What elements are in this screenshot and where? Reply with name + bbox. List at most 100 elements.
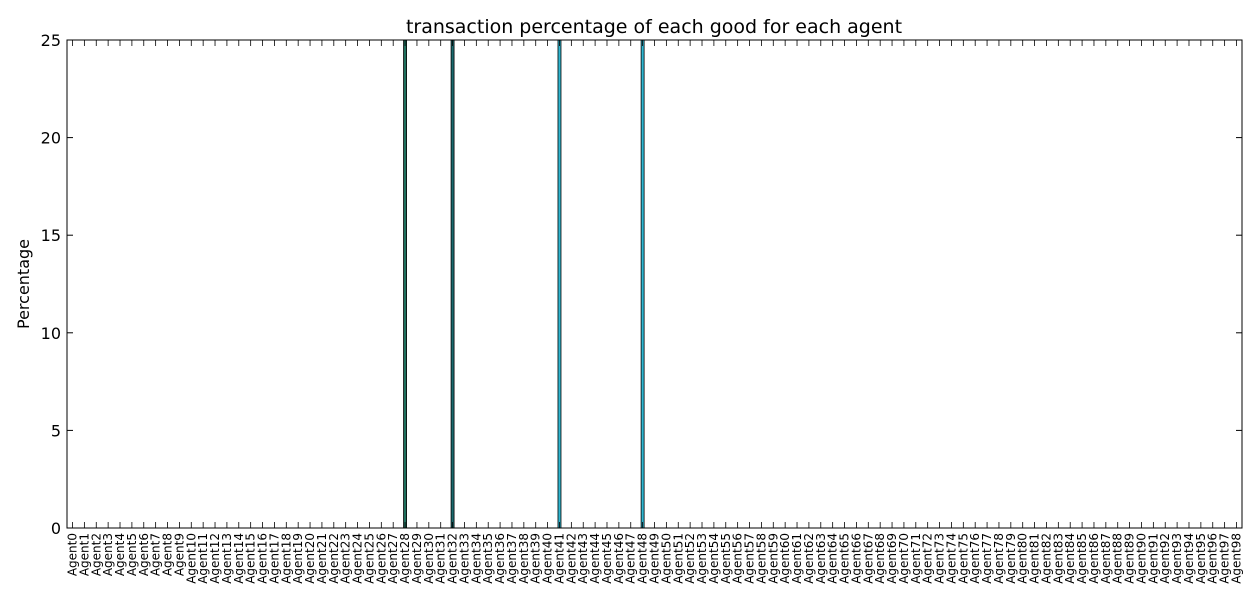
chart-title: transaction percentage of each good for … [406,16,902,38]
x-tick-label: Agent53 [695,533,709,584]
x-tick-label: Agent61 [790,533,804,584]
x-tick-label: Agent11 [196,533,210,584]
x-tick-label: Agent0 [66,533,80,576]
bar-agent48 [640,39,645,529]
x-tick-label: Agent38 [517,533,531,584]
x-tick-label: Agent47 [624,533,638,584]
x-tick-label: Agent91 [1146,533,1160,584]
y-tick-label: 5 [51,421,61,440]
x-tick-label: Agent18 [279,533,293,584]
x-tick-label: Agent29 [410,533,424,584]
x-tick-label: Agent79 [1004,533,1018,584]
x-tick-label: Agent46 [612,533,626,584]
x-tick-label: Agent1 [77,533,91,576]
x-tick-label: Agent62 [802,533,816,584]
x-tick-label: Agent27 [386,533,400,584]
x-tick-label: Agent41 [552,533,566,584]
x-tick-label: Agent31 [434,533,448,584]
x-tick-label: Agent9 [172,533,186,576]
x-tick-label: Agent15 [244,533,258,584]
x-tick-label: Agent83 [1051,533,1065,584]
x-tick-label: Agent2 [89,533,103,576]
x-tick-label: Agent92 [1158,533,1172,584]
x-tick-label: Agent66 [849,533,863,584]
x-tick-label: Agent30 [422,533,436,584]
x-tick-label: Agent4 [113,533,127,576]
x-tick-label: Agent28 [398,533,412,584]
x-tick-label: Agent69 [885,533,899,584]
x-tick-label: Agent67 [861,533,875,584]
x-tick-label: Agent72 [921,533,935,584]
x-tick-label: Agent37 [505,533,519,584]
x-tick-label: Agent64 [826,533,840,584]
x-tick-label: Agent10 [184,533,198,584]
x-tick-label: Agent95 [1194,533,1208,584]
x-tick-label: Agent57 [743,533,757,584]
x-tick-label: Agent77 [980,533,994,584]
y-tick-label: 15 [41,226,61,245]
x-tick-label: Agent76 [968,533,982,584]
x-tick-label: Agent5 [125,533,139,576]
x-tick-label: Agent63 [814,533,828,584]
x-tick-label: Agent56 [731,533,745,584]
x-tick-label: Agent12 [208,533,222,584]
x-tick-label: Agent26 [374,533,388,584]
x-tick-label: Agent80 [1016,533,1030,584]
x-tick-label: Agent54 [707,533,721,584]
x-tick-label: Agent17 [267,533,281,584]
y-tick-label: 0 [51,519,61,538]
x-tick-label: Agent96 [1206,533,1220,584]
x-tick-label: Agent6 [137,533,151,576]
x-tick-label: Agent86 [1087,533,1101,584]
x-tick-label: Agent7 [149,533,163,576]
x-tick-label: Agent19 [291,533,305,584]
x-tick-label: Agent81 [1028,533,1042,584]
bar-agent32 [450,39,455,529]
x-tick-label: Agent16 [256,533,270,584]
x-tick-label: Agent20 [303,533,317,584]
bars-group [403,39,645,529]
y-tick-label: 25 [41,31,61,50]
x-tick-label: Agent82 [1039,533,1053,584]
x-tick-label: Agent71 [909,533,923,584]
x-tick-label: Agent65 [838,533,852,584]
x-tick-label: Agent45 [600,533,614,584]
x-tick-label: Agent93 [1170,533,1184,584]
x-tick-label: Agent59 [766,533,780,584]
x-tick-label: Agent8 [161,533,175,576]
x-tick-label: Agent68 [873,533,887,584]
y-tick-label: 20 [41,129,61,148]
x-tick-label: Agent42 [564,533,578,584]
bar-agent41 [557,39,562,529]
x-tick-label: Agent73 [933,533,947,584]
x-tick-label: Agent39 [529,533,543,584]
tick-labels-group: 0510152025Agent0Agent1Agent2Agent3Agent4… [41,31,1244,584]
x-tick-label: Agent90 [1134,533,1148,584]
x-tick-label: Agent51 [671,533,685,584]
x-tick-label: Agent48 [636,533,650,584]
x-tick-label: Agent3 [101,533,115,576]
x-tick-label: Agent55 [719,533,733,584]
x-tick-label: Agent43 [576,533,590,584]
x-tick-label: Agent40 [541,533,555,584]
x-tick-label: Agent94 [1182,533,1196,584]
x-tick-label: Agent88 [1111,533,1125,584]
x-tick-label: Agent97 [1218,533,1232,584]
x-tick-label: Agent25 [362,533,376,584]
x-tick-label: Agent35 [481,533,495,584]
x-tick-label: Agent32 [446,533,460,584]
x-tick-label: Agent75 [956,533,970,584]
x-tick-label: Agent89 [1123,533,1137,584]
x-tick-label: Agent22 [327,533,341,584]
x-tick-label: Agent60 [778,533,792,584]
x-tick-label: Agent50 [659,533,673,584]
plot-frame [66,39,1243,529]
x-tick-label: Agent21 [315,533,329,584]
x-tick-label: Agent78 [992,533,1006,584]
x-tick-label: Agent13 [220,533,234,584]
x-tick-label: Agent24 [351,533,365,584]
x-tick-label: Agent70 [897,533,911,584]
y-tick-label: 10 [41,324,61,343]
x-tick-label: Agent14 [232,533,246,584]
